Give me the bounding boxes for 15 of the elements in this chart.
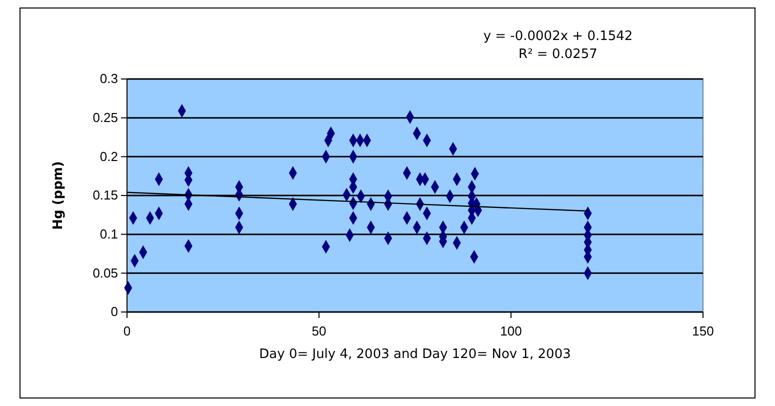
y-tick-label: 0.3 <box>100 71 118 86</box>
y-tick-label: 0 <box>110 304 118 320</box>
x-tick-label: 50 <box>312 323 326 338</box>
x-tick-label: 150 <box>692 323 714 338</box>
y-tick-label: 0.05 <box>92 265 118 280</box>
y-tick-label: 0.1 <box>100 226 118 242</box>
x-tick-label: 0 <box>123 323 131 338</box>
text: y = -0.0002x + 0.1542 <box>483 29 633 44</box>
y-tick-label: 0.15 <box>92 188 118 203</box>
text: R² = 0.0257 <box>518 47 598 62</box>
y-axis-title: Hg (ppm) <box>51 161 66 230</box>
x-axis-title: Day 0= July 4, 2003 and Day 120= Nov 1, 2003 <box>259 347 571 362</box>
y-tick-label: 0.25 <box>92 110 118 125</box>
x-tick-label: 100 <box>500 323 522 338</box>
y-tick-label: 0.2 <box>100 148 118 164</box>
